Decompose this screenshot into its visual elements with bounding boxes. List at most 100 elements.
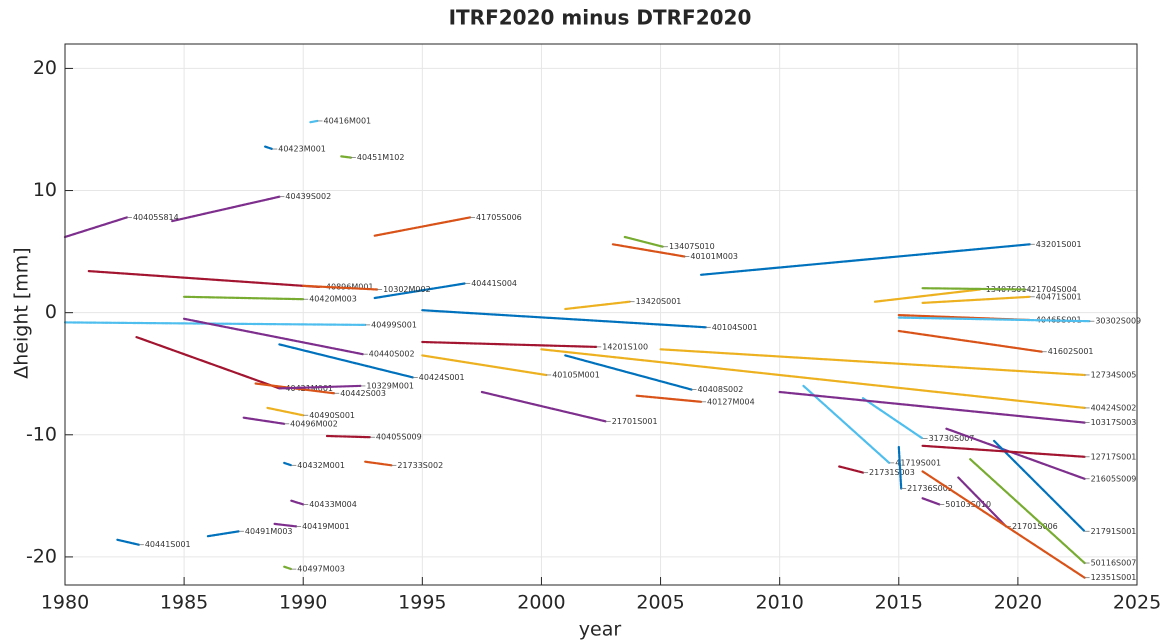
station-label: 40896M001 [326, 283, 374, 292]
series-line [302, 284, 379, 291]
series-line [921, 295, 1031, 304]
series-line [171, 195, 281, 223]
y-tick-label: 10 [33, 179, 57, 201]
station-label: 40424S002 [1091, 403, 1137, 412]
station-label: 40405S009 [376, 433, 422, 442]
series-line [283, 461, 293, 467]
station-label: 43201S001 [1036, 240, 1082, 249]
station-label: 40416M001 [324, 116, 372, 125]
station-label: 21731S003 [869, 468, 915, 477]
series-line [873, 288, 981, 303]
station-label: 40439S002 [285, 192, 331, 201]
station-label: 40424S001 [419, 373, 465, 382]
series-line [802, 384, 891, 464]
x-tick-label: 1995 [398, 592, 446, 614]
series-line [921, 444, 1086, 458]
station-label: 21733S002 [397, 461, 443, 470]
x-tick-label: 2025 [1113, 592, 1161, 614]
series-line [635, 394, 703, 403]
series-line [540, 348, 1086, 409]
station-label: 40471S001 [1036, 292, 1082, 301]
series-line [421, 354, 548, 377]
series-line [373, 282, 467, 300]
series-line [266, 406, 305, 417]
station-label: 21704S004 [1031, 285, 1077, 294]
station-label: 40104S001 [712, 323, 758, 332]
series-line [135, 336, 281, 390]
station-label: 13420S001 [636, 297, 682, 306]
series-line [278, 384, 362, 390]
station-label: 40441S004 [471, 279, 517, 288]
station-label: 12734S005 [1091, 370, 1137, 379]
series-line [957, 476, 1008, 528]
station-label: 40496M002 [290, 419, 338, 428]
series-line [63, 321, 367, 326]
series-line [623, 235, 664, 248]
y-tick-label: -20 [26, 545, 57, 567]
station-label: 41705S006 [476, 213, 522, 222]
station-label: 21701S006 [1012, 522, 1058, 531]
series-line [969, 458, 1086, 565]
station-label: 40420M003 [309, 295, 357, 304]
series-line [897, 329, 1043, 353]
station-label: 40405S814 [133, 213, 179, 222]
y-tick-label: 0 [45, 301, 57, 323]
x-tick-label: 1990 [279, 592, 327, 614]
series-line [421, 340, 598, 348]
x-tick-label: 2015 [875, 592, 923, 614]
series-line [700, 243, 1031, 276]
x-axis-label: year [579, 619, 622, 641]
series-line [659, 348, 1086, 377]
station-label: 40433M004 [309, 500, 357, 509]
station-label: 14201S100 [602, 342, 648, 351]
series-line [183, 317, 364, 356]
series-line [921, 287, 1027, 291]
x-tick-label: 2000 [517, 592, 565, 614]
series-line [421, 309, 707, 329]
station-label: 21736S002 [907, 484, 953, 493]
station-label: 40101M003 [690, 252, 738, 261]
y-axis-label: Δheight [mm] [11, 247, 33, 378]
station-label: 21605S009 [1091, 474, 1137, 483]
station-label: 10302M002 [383, 285, 431, 294]
station-label: 21791S001 [1091, 527, 1137, 536]
station-label: 40440S002 [369, 350, 415, 359]
station-label: 31730S007 [929, 434, 975, 443]
series-line [564, 300, 631, 311]
station-label: 40432M001 [297, 461, 345, 470]
station-label: 40497M003 [297, 565, 345, 574]
series-line [897, 445, 903, 490]
station-label: 50103S010 [945, 500, 991, 509]
x-tick-label: 2020 [994, 592, 1042, 614]
series-line [921, 497, 941, 506]
station-label: 21701S001 [612, 417, 658, 426]
station-label: 40408S002 [698, 385, 744, 394]
series-line [564, 354, 693, 391]
station-label: 40491M003 [245, 527, 293, 536]
series-line [278, 343, 414, 379]
chart-title: ITRF2020 minus DTRF2020 [449, 6, 752, 30]
series-line [373, 216, 472, 237]
series-line [290, 499, 305, 506]
series-line [264, 145, 274, 151]
station-label: 40442S003 [340, 389, 386, 398]
series-line [183, 295, 305, 301]
series-line [838, 465, 865, 474]
axes-box [64, 43, 1138, 586]
series-line [993, 439, 1086, 533]
series-line [116, 538, 140, 546]
station-label: 12717S001 [1091, 452, 1137, 461]
series-line [273, 522, 298, 528]
station-label: 40499S001 [371, 320, 417, 329]
station-label: 41719S001 [895, 458, 941, 467]
series-line [861, 397, 924, 440]
station-label: 40423M001 [278, 145, 326, 154]
x-tick-label: 2010 [755, 592, 803, 614]
series-line [87, 270, 321, 289]
grid [64, 44, 1138, 585]
series-line [364, 460, 393, 467]
series-line [897, 316, 1091, 323]
series-line [340, 155, 352, 159]
